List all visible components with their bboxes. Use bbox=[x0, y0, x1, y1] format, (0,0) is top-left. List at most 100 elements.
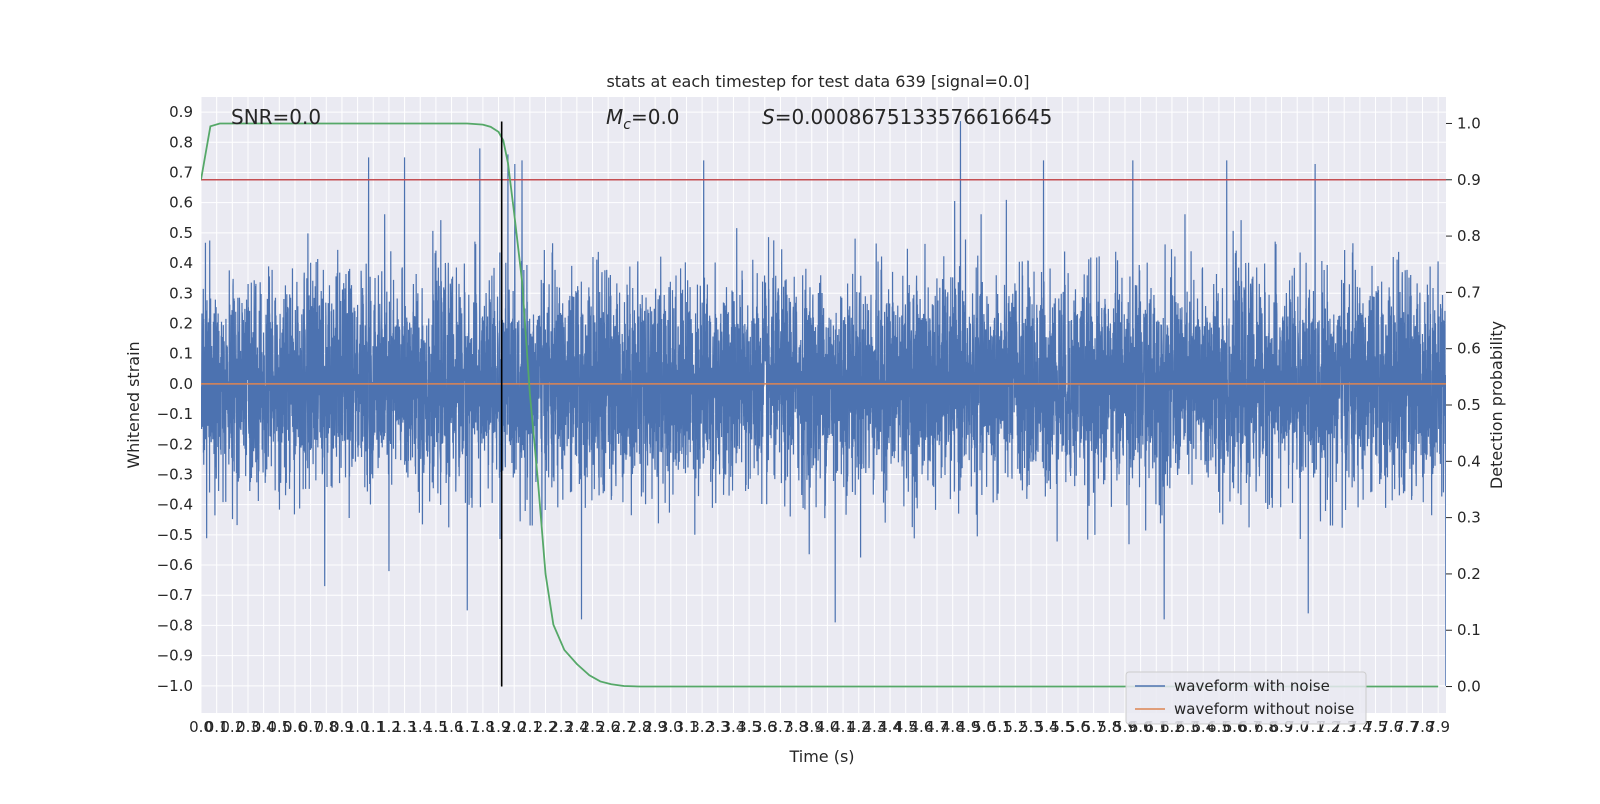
x-tick-label: 0.2 bbox=[220, 718, 244, 736]
x-tick-label: 2.7 bbox=[612, 718, 636, 736]
y-tick-label: −0.1 bbox=[157, 405, 193, 423]
s-value: =0.0008675133576616645 bbox=[775, 105, 1053, 129]
plot-content bbox=[201, 121, 1446, 688]
y-tick-label: −0.8 bbox=[157, 616, 193, 634]
x-tick-label: 7.9 bbox=[1426, 718, 1450, 736]
score-annotation: S=0.0008675133576616645 bbox=[762, 105, 1052, 129]
y-tick-label: 0.4 bbox=[169, 254, 193, 272]
y-tick-label: −0.7 bbox=[157, 586, 193, 604]
x-tick-label: 2.2 bbox=[534, 718, 558, 736]
x-tick-label: 4.5 bbox=[894, 718, 918, 736]
y-tick-label: −0.2 bbox=[157, 435, 193, 453]
x-tick-label: 1.5 bbox=[424, 718, 448, 736]
x-tick-label: 1.8 bbox=[471, 718, 495, 736]
y2-tick-label: 0.8 bbox=[1457, 227, 1481, 245]
x-tick-label: 5.3 bbox=[1019, 718, 1043, 736]
legend-label-clean: waveform without noise bbox=[1174, 700, 1354, 718]
y-tick-label: 0.3 bbox=[169, 284, 193, 302]
x-tick-label: 2.5 bbox=[581, 718, 605, 736]
x-axis-ticks: 0.00.10.20.30.40.50.60.70.80.91.01.11.21… bbox=[189, 718, 1450, 736]
y-tick-label: 0.2 bbox=[169, 314, 193, 332]
y-tick-label: −0.4 bbox=[157, 496, 193, 514]
y-axis-ticks: 0.9 0.8 0.7 0.6 0.5 0.4 0.3 0.2 0.1 0.0 −0.1 −0.2 −0… bbox=[157, 103, 193, 695]
x-tick-label: 4.1 bbox=[831, 718, 855, 736]
x-tick-label: 7.8 bbox=[1411, 718, 1435, 736]
x-tick-label: 5.5 bbox=[1050, 718, 1074, 736]
x-tick-label: 2.6 bbox=[596, 718, 620, 736]
y-tick-label: −0.6 bbox=[157, 556, 193, 574]
x-tick-label: 5.7 bbox=[1082, 718, 1106, 736]
x-axis-label: Time (s) bbox=[788, 747, 854, 766]
x-tick-label: 5.4 bbox=[1035, 718, 1059, 736]
y-axis-label: Whitened strain bbox=[124, 341, 143, 468]
x-tick-label: 2.8 bbox=[628, 718, 652, 736]
y-tick-label: −0.3 bbox=[157, 465, 193, 483]
s-symbol: S bbox=[762, 105, 775, 129]
x-tick-label: 1.4 bbox=[408, 718, 432, 736]
x-tick-label: 0.3 bbox=[236, 718, 260, 736]
x-tick-label: 1.0 bbox=[346, 718, 370, 736]
x-tick-label: 1.3 bbox=[393, 718, 417, 736]
x-tick-label: 3.7 bbox=[769, 718, 793, 736]
y2-tick-label: 0.4 bbox=[1457, 452, 1481, 470]
x-tick-label: 1.2 bbox=[377, 718, 401, 736]
x-tick-label: 4.9 bbox=[956, 718, 980, 736]
x-tick-label: 3.9 bbox=[800, 718, 824, 736]
x-tick-label: 3.6 bbox=[753, 718, 777, 736]
x-tick-label: 1.9 bbox=[487, 718, 511, 736]
y-tick-label: −0.9 bbox=[157, 647, 193, 665]
x-tick-label: 3.2 bbox=[690, 718, 714, 736]
x-tick-label: 3.4 bbox=[722, 718, 746, 736]
chirp-mass-annotation: Mc=0.0 bbox=[606, 105, 680, 133]
x-tick-label: 3.1 bbox=[675, 718, 699, 736]
x-tick-label: 5.2 bbox=[1003, 718, 1027, 736]
y2-tick-label: 0.2 bbox=[1457, 565, 1481, 583]
x-tick-label: 0.0 bbox=[189, 718, 213, 736]
x-tick-label: 3.3 bbox=[706, 718, 730, 736]
x-tick-label: 0.7 bbox=[299, 718, 323, 736]
x-tick-label: 7.7 bbox=[1395, 718, 1419, 736]
x-tick-label: 0.5 bbox=[267, 718, 291, 736]
y2-axis-label: Detection probability bbox=[1487, 321, 1506, 489]
y-tick-label: 0.8 bbox=[169, 133, 193, 151]
x-tick-label: 0.8 bbox=[314, 718, 338, 736]
x-tick-label: 1.6 bbox=[440, 718, 464, 736]
y-tick-label: 0.9 bbox=[169, 103, 193, 121]
y-tick-label: 0.1 bbox=[169, 345, 193, 363]
y2-tick-label: 0.9 bbox=[1457, 171, 1481, 189]
y-tick-label: 0.5 bbox=[169, 224, 193, 242]
chart-title: stats at each timestep for test data 639… bbox=[606, 72, 1029, 91]
y-tick-label: −1.0 bbox=[157, 677, 193, 695]
x-tick-label: 3.5 bbox=[737, 718, 761, 736]
y2-tick-label: 0.5 bbox=[1457, 396, 1481, 414]
y-tick-label: −0.5 bbox=[157, 526, 193, 544]
x-tick-label: 2.1 bbox=[518, 718, 542, 736]
x-tick-label: 2.3 bbox=[549, 718, 573, 736]
x-tick-label: 0.6 bbox=[283, 718, 307, 736]
x-tick-label: 4.6 bbox=[909, 718, 933, 736]
legend: waveform with noise waveform without noi… bbox=[1125, 671, 1367, 725]
x-tick-label: 1.1 bbox=[361, 718, 385, 736]
x-tick-label: 5.8 bbox=[1097, 718, 1121, 736]
y2-tick-label: 0.1 bbox=[1457, 621, 1481, 639]
y2-tick-label: 0.6 bbox=[1457, 340, 1481, 358]
mc-subscript: c bbox=[623, 117, 631, 133]
x-tick-label: 4.4 bbox=[878, 718, 902, 736]
x-tick-label: 0.1 bbox=[205, 718, 229, 736]
x-tick-label: 3.8 bbox=[784, 718, 808, 736]
y2-tick-label: 0.0 bbox=[1457, 678, 1481, 696]
series-detection-probability bbox=[201, 122, 1439, 688]
x-tick-label: 4.2 bbox=[847, 718, 871, 736]
x-tick-label: 3.0 bbox=[659, 718, 683, 736]
series-waveform-with-noise bbox=[201, 121, 1446, 686]
x-tick-label: 0.9 bbox=[330, 718, 354, 736]
x-tick-label: 5.0 bbox=[972, 718, 996, 736]
x-tick-label: 0.4 bbox=[252, 718, 276, 736]
x-tick-label: 4.7 bbox=[925, 718, 949, 736]
x-tick-label: 5.6 bbox=[1066, 718, 1090, 736]
y2-tick-label: 1.0 bbox=[1457, 114, 1481, 132]
mc-symbol: M bbox=[606, 105, 623, 129]
x-tick-label: 1.7 bbox=[455, 718, 479, 736]
